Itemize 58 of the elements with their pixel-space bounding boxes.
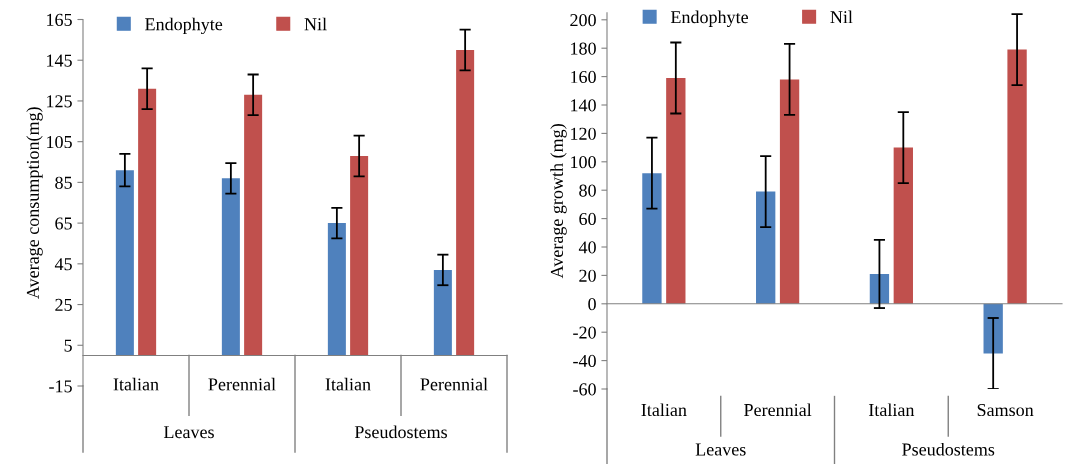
y-tick-label: 45	[54, 258, 72, 271]
bar	[779, 79, 800, 304]
y-tick-label: -60	[573, 383, 596, 396]
text: Leaves	[695, 443, 746, 456]
bar	[642, 173, 662, 304]
y-tick-label: -20	[573, 326, 596, 339]
x-tick-label: Samson	[977, 403, 1034, 417]
y-tick-label: 165	[47, 13, 72, 26]
bar	[244, 94, 263, 356]
y-tick-label: 145	[47, 54, 72, 67]
x-tick-label: Italian	[325, 377, 371, 391]
y-tick-label: 60	[579, 212, 596, 226]
bar	[456, 50, 475, 356]
bar	[115, 170, 134, 356]
bar	[983, 303, 1003, 354]
y-tick-label: 100	[571, 156, 596, 169]
y-tick-label: -15	[49, 380, 72, 393]
bar	[666, 78, 686, 304]
bar	[433, 269, 452, 356]
y-tick-label: 105	[47, 135, 72, 149]
y-tick-label: 65	[55, 217, 72, 230]
bar	[1007, 49, 1027, 304]
y-tick-label: 120	[571, 127, 596, 140]
y-tick-label: 140	[571, 99, 596, 112]
x-tick-label: Perennial	[208, 377, 276, 391]
x-tick-label: Italian	[868, 403, 915, 417]
bar	[138, 88, 157, 356]
text: Pseudostems	[354, 425, 447, 439]
y-tick-label: 20	[579, 269, 596, 282]
x-tick-label: Perennial	[744, 403, 812, 417]
y-tick-label: 0	[588, 298, 596, 311]
bar	[221, 178, 240, 356]
y-tick-label: 25	[55, 298, 72, 311]
x-tick-label: Italian	[641, 403, 687, 417]
y-tick-label: 200	[570, 14, 596, 27]
legend-label: Endophyte	[670, 10, 749, 27]
bar	[756, 191, 776, 304]
y-tick-label: 160	[571, 70, 596, 84]
legend-label: Endophyte	[145, 17, 223, 35]
y-tick-label: 180	[571, 42, 596, 55]
bar	[350, 155, 369, 356]
y-tick-label: 125	[47, 95, 72, 108]
x-tick-label: Perennial	[420, 377, 488, 391]
legend-label: Nil	[830, 10, 853, 24]
y-axis-title: Average growth (mg)	[550, 124, 567, 279]
bar	[869, 273, 890, 304]
text: Pseudostems	[902, 442, 995, 456]
y-tick-label: 5	[64, 339, 72, 352]
y-axis-title: Average consumption(mg)	[26, 107, 43, 299]
text: Leaves	[163, 426, 214, 439]
y-tick-label: 85	[55, 176, 72, 189]
bar	[327, 223, 346, 356]
y-tick-label: -40	[573, 354, 596, 368]
bar	[893, 147, 913, 304]
y-tick-label: 80	[579, 184, 596, 197]
legend-label: Nil	[304, 17, 327, 31]
y-tick-label: 40	[578, 241, 596, 254]
x-tick-label: Italian	[113, 377, 159, 391]
